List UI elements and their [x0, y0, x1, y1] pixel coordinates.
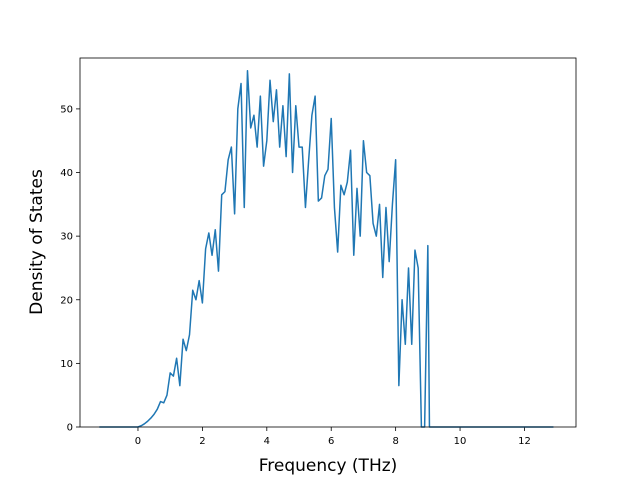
- x-tick-label: 4: [264, 436, 270, 447]
- x-tick-label: 0: [135, 436, 141, 447]
- y-tick-label: 30: [60, 232, 73, 243]
- x-tick-label: 2: [199, 436, 205, 447]
- plot-frame: [79, 57, 577, 428]
- y-tick-label: 50: [60, 104, 73, 115]
- x-tick-label: 10: [454, 436, 467, 447]
- y-axis-label: Density of States: [27, 169, 47, 315]
- y-tick-label: 20: [60, 295, 73, 306]
- x-tick-label: 8: [392, 436, 398, 447]
- series-line: [99, 69, 554, 428]
- x-tick-label: 6: [328, 436, 334, 447]
- x-tick-label: 12: [518, 436, 531, 447]
- y-tick-label: 40: [60, 168, 73, 179]
- y-tick-label: 10: [60, 359, 73, 370]
- x-axis-label: Frequency (THz): [259, 456, 398, 476]
- y-tick-label: 0: [67, 423, 73, 434]
- tick-layer: 0 2 4 6 8 10 12 0 10 20 30 40 50: [60, 104, 531, 447]
